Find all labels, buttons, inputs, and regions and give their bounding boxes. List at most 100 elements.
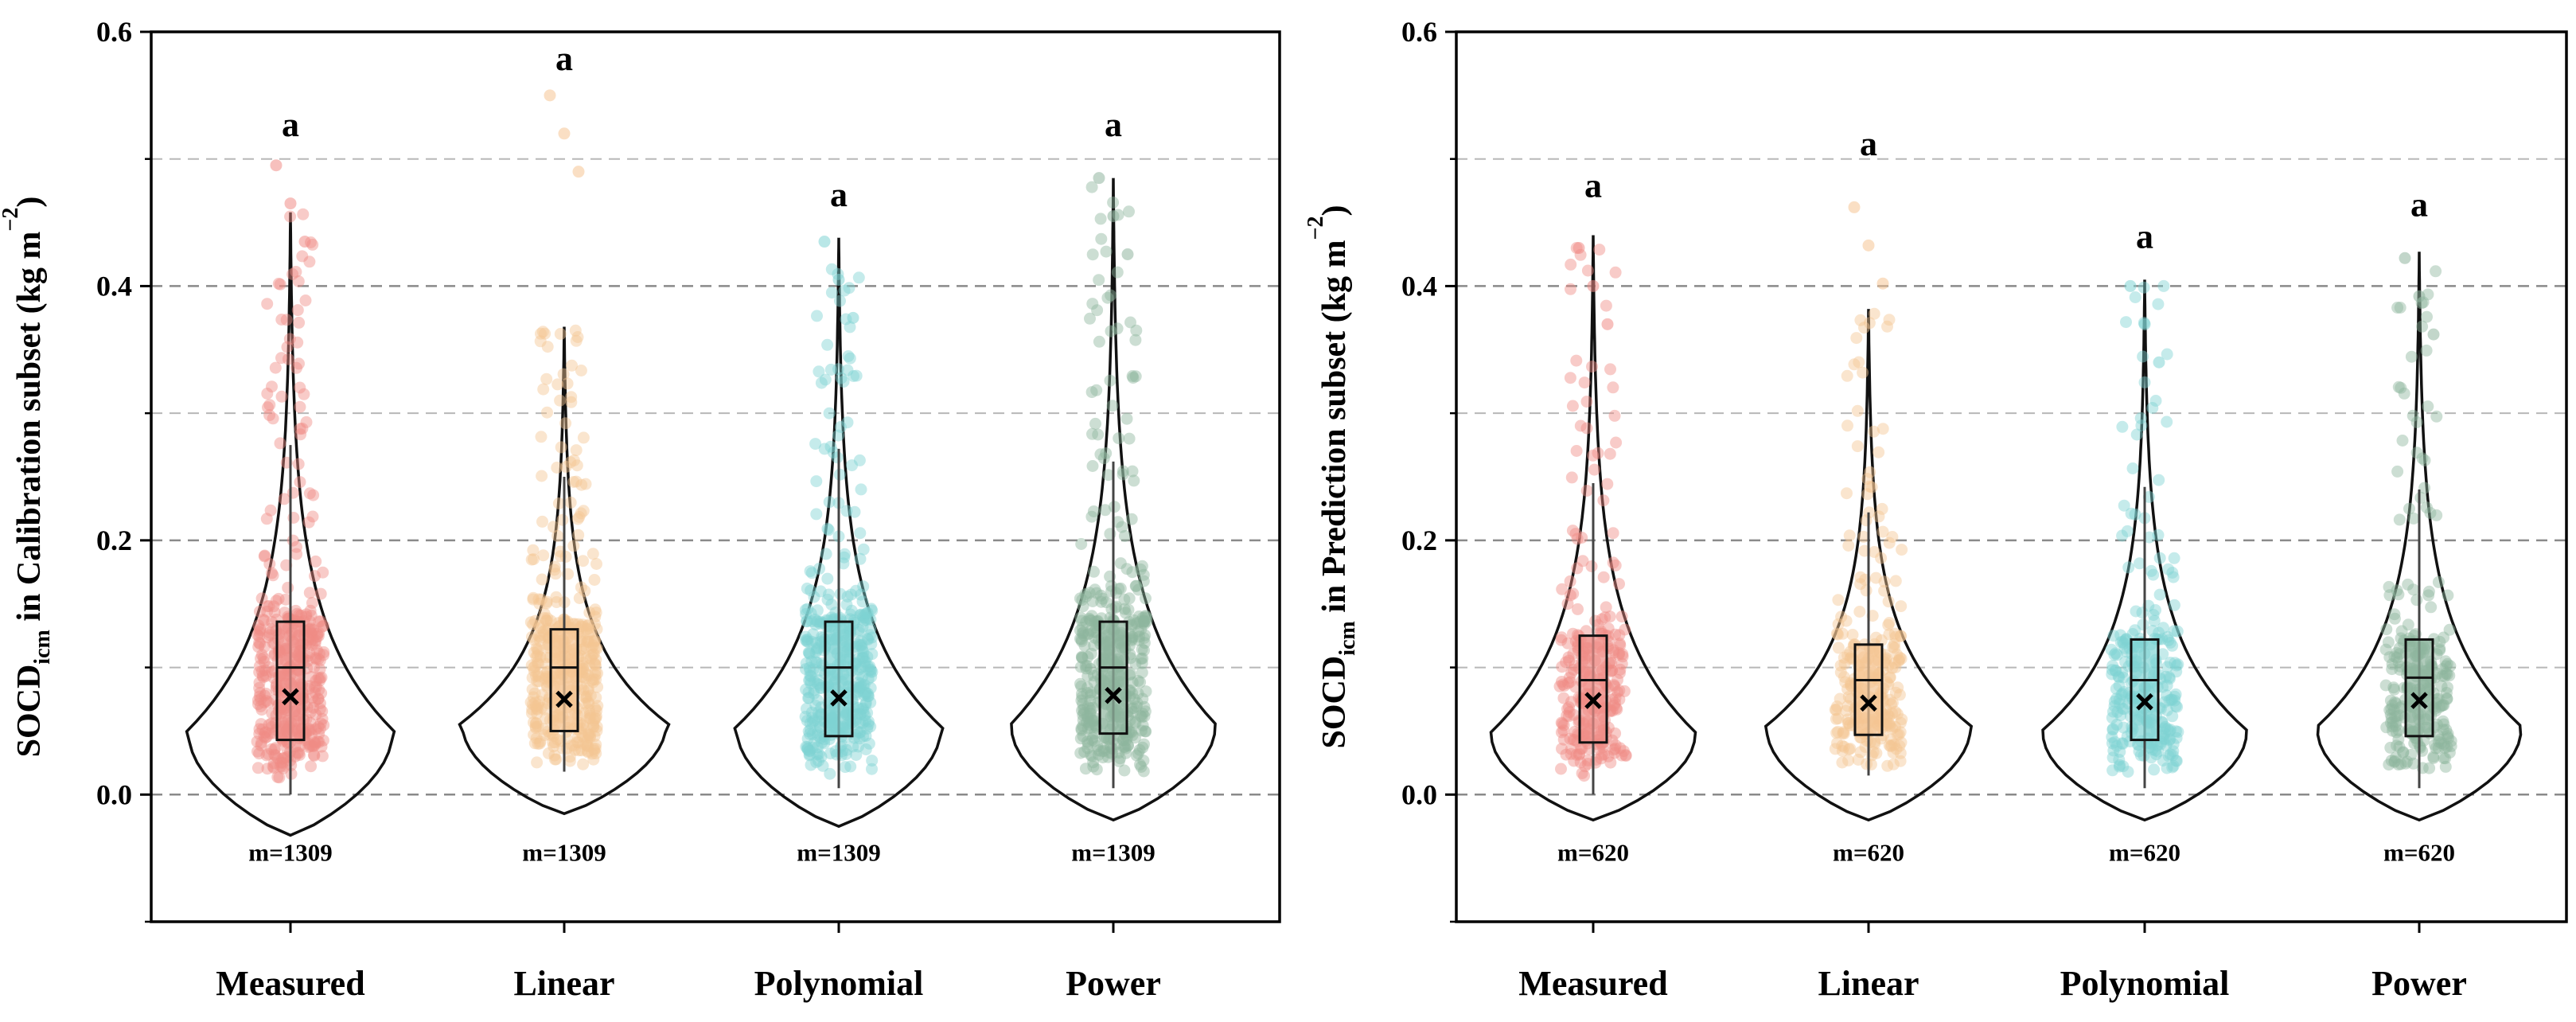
data-point bbox=[1085, 686, 1097, 699]
data-point bbox=[857, 705, 870, 718]
data-point bbox=[2106, 660, 2119, 672]
violin-group-measured: am=620 bbox=[1489, 166, 1697, 866]
data-point bbox=[1613, 638, 1626, 649]
data-point bbox=[314, 648, 325, 660]
data-point bbox=[309, 737, 322, 750]
data-point bbox=[2146, 625, 2159, 638]
data-point bbox=[1564, 676, 1576, 688]
data-point bbox=[800, 683, 813, 696]
sample-count-label: m=1309 bbox=[248, 838, 333, 866]
data-point bbox=[2391, 302, 2404, 314]
data-point bbox=[590, 607, 602, 619]
data-point bbox=[856, 609, 869, 622]
data-point bbox=[1613, 685, 1626, 697]
data-point bbox=[1613, 667, 1626, 679]
data-point bbox=[588, 634, 601, 646]
data-point bbox=[814, 681, 827, 694]
data-point bbox=[2379, 679, 2392, 692]
data-point bbox=[1845, 677, 1857, 689]
data-point bbox=[865, 638, 878, 650]
data-point bbox=[1117, 465, 1129, 478]
data-point bbox=[1891, 708, 1904, 720]
data-point bbox=[582, 727, 594, 740]
data-point bbox=[824, 363, 837, 376]
data-point bbox=[1582, 758, 1594, 770]
data-point bbox=[1081, 628, 1094, 641]
data-point bbox=[299, 295, 312, 306]
data-point bbox=[528, 716, 540, 729]
data-point bbox=[865, 603, 878, 615]
data-point bbox=[2166, 639, 2179, 652]
data-point bbox=[812, 642, 824, 654]
data-point bbox=[2438, 631, 2450, 644]
data-point bbox=[1560, 656, 1572, 669]
data-point bbox=[587, 673, 600, 686]
data-point bbox=[577, 657, 590, 669]
data-point bbox=[1085, 181, 1098, 193]
data-point bbox=[1140, 685, 1152, 698]
data-point bbox=[294, 739, 306, 752]
data-point bbox=[1085, 749, 1097, 762]
data-point bbox=[1607, 381, 1619, 394]
data-point bbox=[313, 615, 325, 628]
data-point bbox=[252, 641, 265, 653]
data-point bbox=[305, 670, 318, 683]
data-point bbox=[255, 652, 267, 665]
data-point bbox=[259, 727, 271, 739]
data-point bbox=[1835, 610, 1848, 623]
data-point bbox=[2432, 729, 2445, 742]
data-point bbox=[278, 493, 290, 505]
data-point bbox=[265, 717, 278, 730]
iqr-box bbox=[1578, 634, 1608, 744]
data-point bbox=[305, 609, 318, 622]
data-point bbox=[1556, 743, 1568, 755]
data-point bbox=[2435, 680, 2448, 692]
data-point bbox=[1601, 478, 1614, 490]
data-point bbox=[810, 756, 823, 769]
data-point bbox=[2146, 402, 2159, 414]
data-point bbox=[811, 310, 823, 322]
data-point bbox=[263, 719, 275, 731]
data-point bbox=[1075, 722, 1088, 735]
data-point bbox=[2157, 622, 2169, 634]
data-point bbox=[255, 700, 267, 712]
data-point bbox=[2170, 755, 2183, 767]
data-point bbox=[1882, 678, 1895, 691]
data-point bbox=[2131, 738, 2144, 751]
data-point bbox=[268, 743, 281, 756]
data-point bbox=[1896, 544, 1908, 556]
data-point bbox=[270, 159, 283, 172]
data-point bbox=[1841, 700, 1854, 712]
data-point bbox=[267, 757, 280, 770]
data-point bbox=[844, 608, 857, 621]
data-point bbox=[570, 475, 583, 488]
data-point bbox=[310, 653, 322, 665]
data-point bbox=[588, 657, 601, 670]
data-point bbox=[1876, 525, 1889, 538]
data-point bbox=[866, 648, 879, 661]
data-point bbox=[1836, 739, 1849, 752]
data-point bbox=[1136, 560, 1148, 572]
data-point bbox=[844, 321, 856, 334]
data-point bbox=[850, 688, 863, 700]
data-point bbox=[821, 572, 834, 585]
data-point bbox=[1129, 731, 1141, 744]
data-point bbox=[1593, 743, 1606, 755]
data-point bbox=[2398, 387, 2410, 400]
data-point bbox=[310, 708, 322, 721]
data-point bbox=[1076, 627, 1089, 640]
plot-frame bbox=[150, 30, 1281, 923]
data-point bbox=[858, 656, 871, 669]
data-point bbox=[2380, 623, 2393, 636]
data-point bbox=[2107, 744, 2120, 757]
data-point bbox=[1892, 653, 1905, 666]
data-point bbox=[1138, 614, 1151, 627]
data-point bbox=[529, 700, 542, 713]
data-point bbox=[1564, 732, 1576, 745]
data-point bbox=[300, 415, 313, 428]
data-point bbox=[1831, 700, 1843, 713]
calibration-subset-panel: am=1309Measuredam=1309Linearam=1309Polyn… bbox=[0, 16, 1281, 1003]
data-point bbox=[2157, 279, 2170, 292]
data-point bbox=[263, 599, 275, 612]
data-point bbox=[259, 688, 272, 700]
